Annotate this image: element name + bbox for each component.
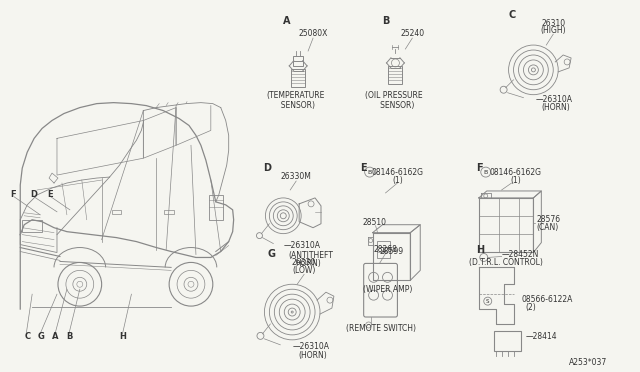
Text: (1): (1) [392, 176, 403, 185]
Text: G: G [268, 250, 275, 260]
Text: 26330M: 26330M [281, 171, 312, 180]
Text: 28510: 28510 [363, 218, 387, 227]
Text: G: G [37, 332, 44, 341]
Text: (1): (1) [510, 176, 521, 185]
Text: B: B [66, 332, 72, 341]
Bar [209, 195, 223, 220]
Bar [291, 69, 305, 87]
Text: A253*037: A253*037 [569, 358, 607, 367]
Bar [493, 331, 522, 351]
Bar [111, 210, 122, 214]
Text: B: B [367, 170, 372, 174]
Text: 08566-6122A: 08566-6122A [522, 295, 573, 304]
Text: H: H [476, 244, 484, 254]
Text: B: B [484, 170, 488, 174]
Text: —26310A: —26310A [284, 241, 320, 250]
Text: D: D [264, 163, 271, 173]
Text: C: C [509, 10, 516, 20]
Text: 25240: 25240 [400, 29, 424, 38]
Text: (2): (2) [525, 302, 536, 312]
Text: (D.T.R.L. CONTROL): (D.T.R.L. CONTROL) [468, 258, 543, 267]
Text: 26310: 26310 [541, 19, 565, 28]
Text: 28268: 28268 [374, 245, 397, 254]
Text: S: S [486, 299, 490, 304]
Text: C: C [24, 332, 30, 341]
Text: E: E [47, 190, 52, 199]
Text: F: F [476, 163, 483, 173]
Text: A: A [284, 16, 291, 26]
Text: HORN): HORN) [295, 259, 321, 268]
Text: E: E [360, 163, 366, 173]
Text: F: F [10, 190, 16, 199]
Bar [164, 210, 174, 214]
Text: 08146-6162G: 08146-6162G [371, 168, 424, 177]
Text: (OIL PRESSURE
   SENSOR): (OIL PRESSURE SENSOR) [365, 91, 422, 110]
Text: 25080X: 25080X [298, 29, 328, 38]
Text: (HORN): (HORN) [541, 103, 570, 112]
Bar [388, 66, 403, 84]
Text: 28599: 28599 [380, 247, 404, 256]
Bar [376, 241, 390, 259]
Text: (ANTITHEFT: (ANTITHEFT [288, 251, 333, 260]
Text: (LOW): (LOW) [292, 266, 316, 275]
Bar [293, 56, 303, 66]
Text: (WIPER AMP): (WIPER AMP) [363, 285, 412, 294]
Text: 26330: 26330 [292, 258, 316, 267]
Text: —26310A: —26310A [536, 95, 572, 104]
Text: H: H [120, 332, 126, 341]
Text: —28414: —28414 [525, 332, 557, 341]
Bar [22, 220, 42, 232]
Text: —26310A: —26310A [292, 342, 329, 351]
Text: A: A [52, 332, 58, 341]
Text: B: B [383, 16, 390, 26]
Text: (CAN): (CAN) [536, 223, 559, 232]
Text: D: D [30, 190, 37, 199]
Text: (HORN): (HORN) [298, 351, 327, 360]
Text: (REMOTE SWITCH): (REMOTE SWITCH) [346, 324, 415, 333]
Text: (TEMPERATURE
  SENSOR): (TEMPERATURE SENSOR) [266, 91, 324, 110]
Text: 28576: 28576 [536, 215, 561, 224]
Text: —28452N: —28452N [502, 250, 539, 259]
Text: 08146-6162G: 08146-6162G [490, 168, 541, 177]
Text: (HIGH): (HIGH) [540, 26, 566, 35]
